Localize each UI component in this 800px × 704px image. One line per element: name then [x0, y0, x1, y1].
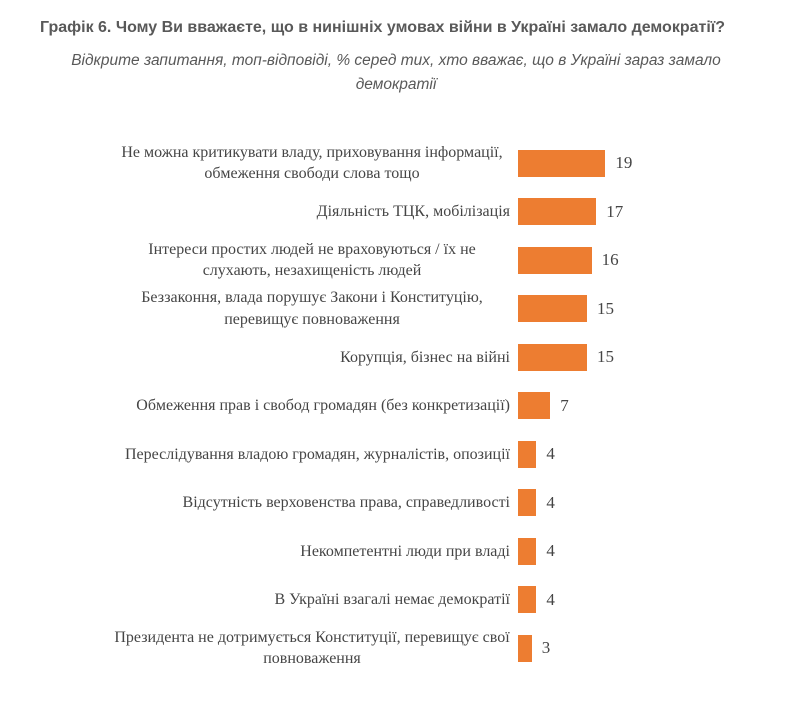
value-label: 15: [597, 298, 614, 318]
bar-area: 4: [518, 586, 762, 614]
value-label: 4: [546, 444, 555, 464]
category-label: Обмеження прав і свобод громадян (без ко…: [114, 395, 510, 416]
chart-row: Корупція, бізнес на війні 15: [40, 333, 762, 382]
bar: [518, 392, 551, 420]
category-label: Президента не дотримується Конституції, …: [114, 627, 510, 669]
bar: [518, 246, 592, 274]
bar-area: 4: [518, 489, 762, 517]
bar-area: 4: [518, 537, 762, 565]
value-label: 4: [546, 541, 555, 561]
bar-area: 19: [518, 149, 762, 177]
category-label: Інтереси простих людей не враховуються /…: [114, 239, 510, 281]
chart-row: Обмеження прав і свобод громадян (без ко…: [40, 381, 762, 430]
category-label: В Україні взагалі немає демократії: [114, 589, 511, 610]
chart-row: Президента не дотримується Конституції, …: [40, 624, 762, 673]
bar-area: 15: [518, 295, 762, 323]
chart-row: В Україні взагалі немає демократії 4: [40, 575, 762, 624]
category-label-text: Переслідування владою громадян, журналіс…: [125, 445, 510, 463]
value-label: 15: [597, 347, 614, 367]
category-label: Беззаконня, влада порушує Закони і Конст…: [114, 287, 510, 329]
bar: [518, 440, 537, 468]
category-label: Діяльність ТЦК, мобілізація: [114, 201, 510, 222]
bar-area: 4: [518, 440, 762, 468]
bar: [518, 537, 537, 565]
bar: [518, 295, 587, 323]
bar-chart: Не можна критикувати владу, приховування…: [40, 139, 762, 673]
bar-area: 7: [518, 392, 762, 420]
chart-row: Інтереси простих людей не враховуються /…: [40, 236, 762, 285]
category-label-text: Інтереси простих людей не враховуються /…: [148, 240, 476, 280]
bar-area: 16: [518, 246, 762, 274]
category-label: Корупція, бізнес на війні: [114, 347, 510, 368]
chart-subtitle-line-1: Відкрите запитання, топ-відповіді, % сер…: [71, 51, 721, 69]
category-label-text: Відсутність верховенства права, справедл…: [182, 494, 510, 512]
value-label: 3: [541, 638, 551, 658]
bar: [518, 198, 597, 226]
value-label: 19: [615, 153, 633, 173]
category-label-text: Діяльність ТЦК, мобілізація: [316, 203, 510, 221]
bar-area: 17: [518, 198, 762, 226]
bar: [518, 149, 606, 177]
page: Графік 6. Чому Ви вважаєте, що в нинішні…: [40, 19, 762, 673]
bar-area: 3: [518, 634, 762, 662]
value-label: 16: [601, 250, 619, 270]
value-label: 17: [606, 201, 624, 221]
category-label-text: Обмеження прав і свобод громадян (без ко…: [136, 397, 510, 415]
category-label: Не можна критикувати владу, приховування…: [114, 142, 510, 184]
category-label-text: Беззаконня, влада порушує Закони і Конст…: [141, 289, 483, 328]
value-label: 4: [546, 492, 555, 512]
category-label-text: Президента не дотримується Конституції, …: [114, 628, 510, 668]
category-label: Відсутність верховенства права, справедл…: [114, 492, 510, 513]
category-label: Некомпетентні люди при владі: [114, 541, 510, 562]
chart-row: Не можна критикувати владу, приховування…: [40, 139, 762, 188]
bar: [518, 489, 537, 517]
chart-subtitle-line-2: демократії: [355, 75, 437, 93]
category-label-text: Некомпетентні люди при владі: [300, 542, 510, 560]
category-label: Переслідування владою громадян, журналіс…: [114, 444, 510, 465]
chart-row: Некомпетентні люди при владі 4: [40, 527, 762, 576]
chart-title: Графік 6. Чому Ви вважаєте, що в нинішні…: [40, 19, 726, 36]
category-label-text: Не можна критикувати владу, приховування…: [121, 143, 503, 183]
category-label-text: В Україні взагалі немає демократії: [274, 591, 511, 609]
bar: [518, 634, 532, 662]
bar: [518, 343, 587, 371]
chart-row: Переслідування владою громадян, журналіс…: [40, 430, 762, 479]
bar-area: 15: [518, 343, 762, 371]
chart-row: Беззаконня, влада порушує Закони і Конст…: [40, 284, 762, 333]
chart-row: Діяльність ТЦК, мобілізація 17: [40, 187, 762, 236]
category-label-text: Корупція, бізнес на війні: [340, 348, 510, 366]
value-label: 4: [546, 589, 555, 609]
chart-subtitle: Відкрите запитання, топ-відповіді, % сер…: [40, 49, 752, 97]
bar: [518, 586, 537, 614]
chart-row: Відсутність верховенства права, справедл…: [40, 478, 762, 527]
value-label: 7: [560, 395, 569, 415]
